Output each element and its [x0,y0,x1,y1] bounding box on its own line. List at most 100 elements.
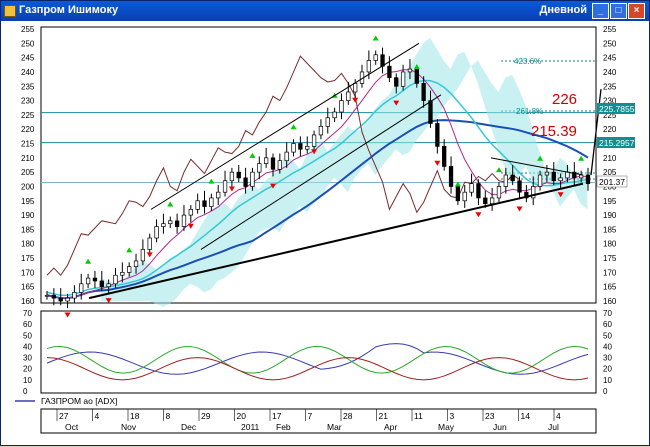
candle-body [113,274,118,285]
adx-tick-label: 0 [23,387,28,396]
adx-tick-label: 40 [23,342,32,351]
candle-body [44,294,50,297]
price-tick-label: 195 [21,197,35,206]
date-day-label: 14 [521,411,531,421]
candle-body [380,54,385,67]
price-tick-label: 165 [603,283,617,292]
minimize-button[interactable]: _ [592,3,609,19]
chart-area[interactable]: 255 250 245 240 235 230 225 220 215 210 205 200 195 1… [1,21,649,445]
candle-body [85,277,91,285]
price-tick-label: 170 [21,268,35,277]
sell-arrow [146,252,153,258]
channel-line [200,94,442,250]
price-tick-label: 245 [21,54,35,63]
app-icon [4,5,16,17]
candle-body [565,171,570,179]
candle-body [489,197,495,205]
candle-body [496,186,502,199]
date-month-label: Jul [548,422,559,432]
buy-arrow [578,155,585,161]
adx-tick-label: 60 [23,320,32,329]
date-day-label: 3 [450,411,455,421]
candle-body [168,220,173,225]
candle-body [140,249,146,262]
buy-arrow [495,167,502,173]
candle-body [353,83,358,93]
date-day-label: 23 [485,411,495,421]
adx-axis: 70 70 60 60 50 50 40 40 30 30 20 20 10 10 0 0 [23,309,612,396]
price-tick-label: 255 [603,25,617,34]
adx-tick-label: 70 [23,309,32,318]
level-marker-box [597,137,635,148]
period-label: Дневной [539,4,588,16]
price-tick-label: 225 [21,111,35,120]
candle-body [469,183,474,193]
buy-arrow [167,201,174,207]
candlesticks [44,47,591,309]
last-price-box [596,175,628,188]
window-title: Газпром Ишимоку [19,4,119,16]
candle-body [222,180,228,193]
price-tick-label: 195 [603,197,617,206]
date-month-label: 2011 [241,422,260,432]
sell-arrow [187,223,194,229]
candle-body [106,283,111,288]
price-tick-label: 210 [603,154,617,163]
sell-arrow [228,186,235,192]
price-tick-label: 205 [21,168,35,177]
candle-body [243,177,248,187]
candle-body [195,200,200,210]
price-tick-label: 160 [21,297,35,306]
price-tick-label: 235 [603,82,617,91]
buy-arrow [85,258,92,264]
candle-body [421,83,426,101]
candle-body [387,65,392,79]
price-tick-label: 160 [603,297,617,306]
buy-arrow [372,35,379,41]
adx-tick-label: 50 [23,331,32,340]
price-tick-label: 230 [21,97,35,106]
maximize-button[interactable]: □ [610,3,627,19]
price-tick-label: 225 [603,111,617,120]
close-button[interactable]: × [628,3,645,19]
candle-body [127,266,132,273]
candle-body [133,260,139,267]
candle-body [585,174,591,184]
price-tick-label: 245 [603,54,617,63]
candle-body [174,220,180,227]
adx-tick-label: 20 [603,365,612,374]
target-annotation: 215.39 [531,123,577,140]
price-tick-label: 175 [603,254,617,263]
candle-body [400,71,406,87]
adx-tick-label: 40 [603,342,612,351]
buy-arrow [537,155,544,161]
candle-body [339,100,344,113]
adx-tick-label: 60 [603,320,612,329]
candle-body [510,174,515,182]
title-bar[interactable]: Газпром Ишимоку Дневной _ □ × [1,1,649,21]
chart-canvas[interactable]: 2552502452402352302252202152102052001951… [1,21,649,445]
sell-arrow [352,97,359,103]
price-tick-label: 230 [603,97,617,106]
adx-tick-label: 0 [603,387,608,396]
price-tick-label: 190 [21,211,35,220]
sell-arrow [475,212,482,218]
date-day-label: 17 [272,411,282,421]
adx-tick-label: 30 [23,354,32,363]
date-day-label: 29 [201,411,211,421]
price-tick-label: 220 [21,125,35,134]
date-day-label: 27 [59,411,69,421]
target-annotation: 226 [552,91,577,108]
adx-tick-label: 50 [603,331,612,340]
ichimoku-cloud [101,37,588,307]
candle-body [346,91,351,101]
candle-body [503,174,508,187]
candle-body [558,177,563,182]
candle-body [318,125,324,136]
date-month-label: Nov [121,422,137,432]
candle-body [188,209,193,216]
candle-body [147,237,152,250]
date-month-label: Apr [384,422,397,432]
buy-arrow [290,124,297,130]
adx-tick-label: 20 [23,365,32,374]
